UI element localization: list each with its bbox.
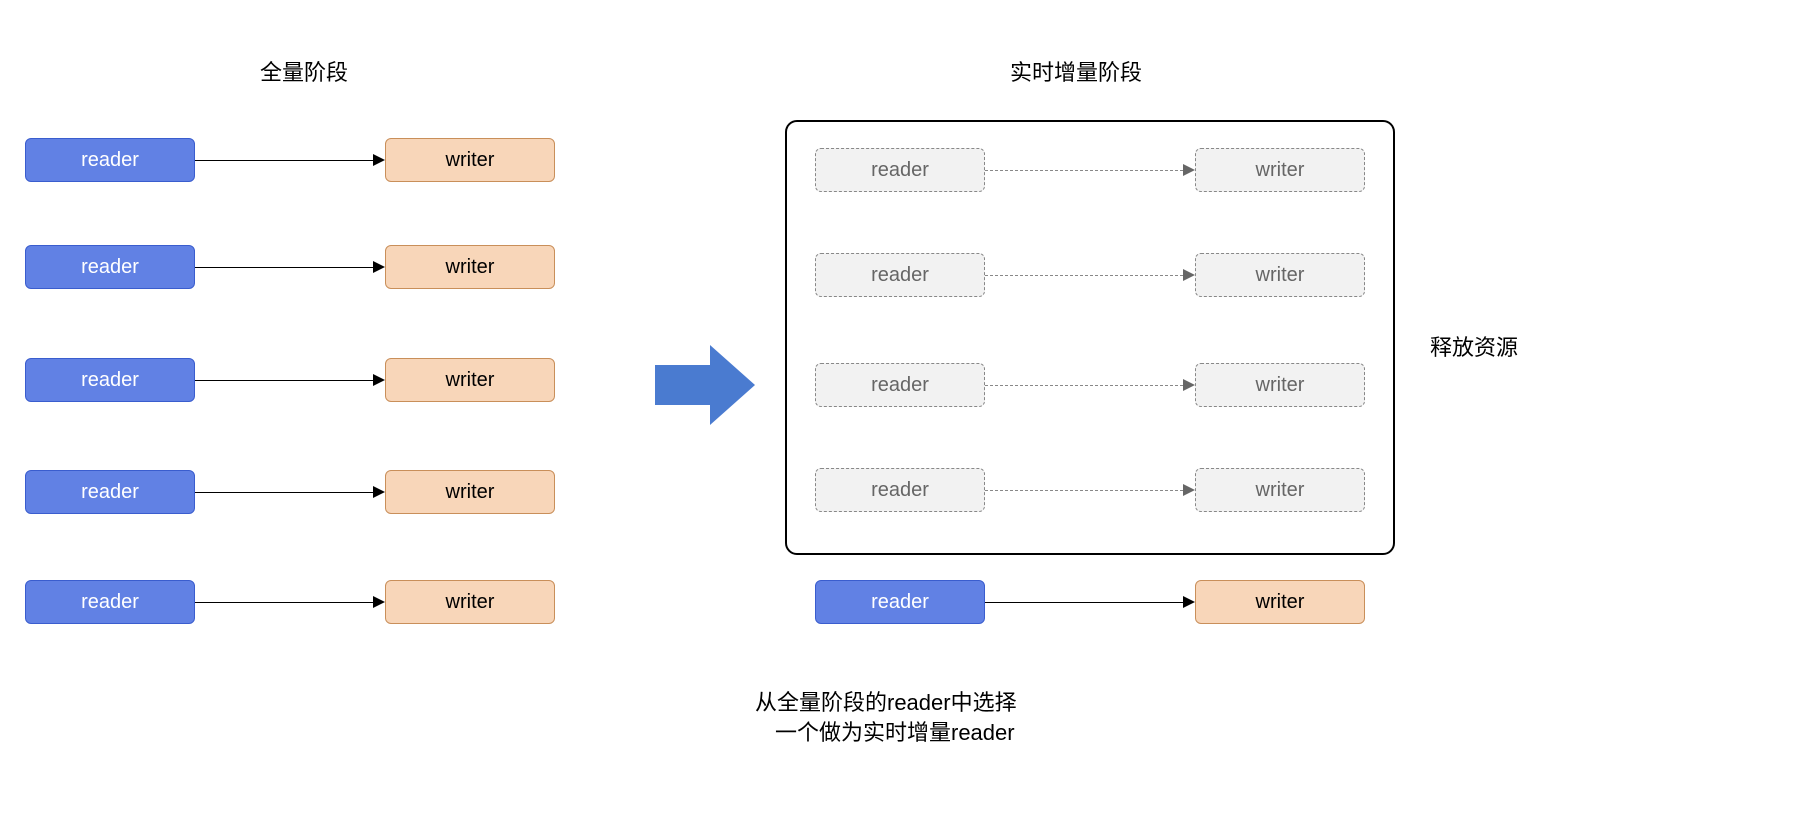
left-writer-box: writer: [385, 580, 555, 624]
right-reader-dash-box: reader: [815, 253, 985, 297]
arrow-head-icon: [1183, 484, 1195, 496]
left-reader-box: reader: [25, 245, 195, 289]
left-writer-box: writer: [385, 245, 555, 289]
arrow-line: [985, 602, 1183, 603]
right-writer-dash-box: writer: [1195, 363, 1365, 407]
right-reader-dash-box: reader: [815, 468, 985, 512]
left-reader-box: reader: [25, 358, 195, 402]
arrow-head-icon: [1183, 269, 1195, 281]
arrow-line-dash: [985, 385, 1183, 386]
arrow-head-icon: [373, 374, 385, 386]
caption-line1: 从全量阶段的reader中选择: [755, 685, 1017, 717]
right-reader-dash-box: reader: [815, 363, 985, 407]
arrow-head-icon: [1183, 379, 1195, 391]
arrow-line: [195, 267, 373, 268]
release-resource-label: 释放资源: [1430, 330, 1518, 362]
left-writer-box: writer: [385, 358, 555, 402]
transition-arrow-icon: [655, 345, 755, 425]
arrow-head-icon: [373, 596, 385, 608]
arrow-line-dash: [985, 490, 1183, 491]
right-reader-dash-box: reader: [815, 148, 985, 192]
arrow-head-icon: [373, 154, 385, 166]
left-reader-box: reader: [25, 470, 195, 514]
left-writer-box: writer: [385, 470, 555, 514]
right-title: 实时增量阶段: [1010, 55, 1142, 87]
arrow-line-dash: [985, 275, 1183, 276]
arrow-head-icon: [373, 261, 385, 273]
arrow-line: [195, 160, 373, 161]
left-writer-box: writer: [385, 138, 555, 182]
right-writer-dash-box: writer: [1195, 253, 1365, 297]
arrow-line-dash: [985, 170, 1183, 171]
arrow-line: [195, 380, 373, 381]
right-writer-dash-box: writer: [1195, 468, 1365, 512]
left-reader-box: reader: [25, 580, 195, 624]
arrow-head-icon: [373, 486, 385, 498]
caption-line2: 一个做为实时增量reader: [775, 715, 1015, 747]
arrow-line: [195, 492, 373, 493]
right-active-writer-box: writer: [1195, 580, 1365, 624]
left-title: 全量阶段: [260, 55, 348, 87]
arrow-head-icon: [1183, 596, 1195, 608]
arrow-line: [195, 602, 373, 603]
right-active-reader-box: reader: [815, 580, 985, 624]
right-writer-dash-box: writer: [1195, 148, 1365, 192]
arrow-head-icon: [1183, 164, 1195, 176]
left-reader-box: reader: [25, 138, 195, 182]
